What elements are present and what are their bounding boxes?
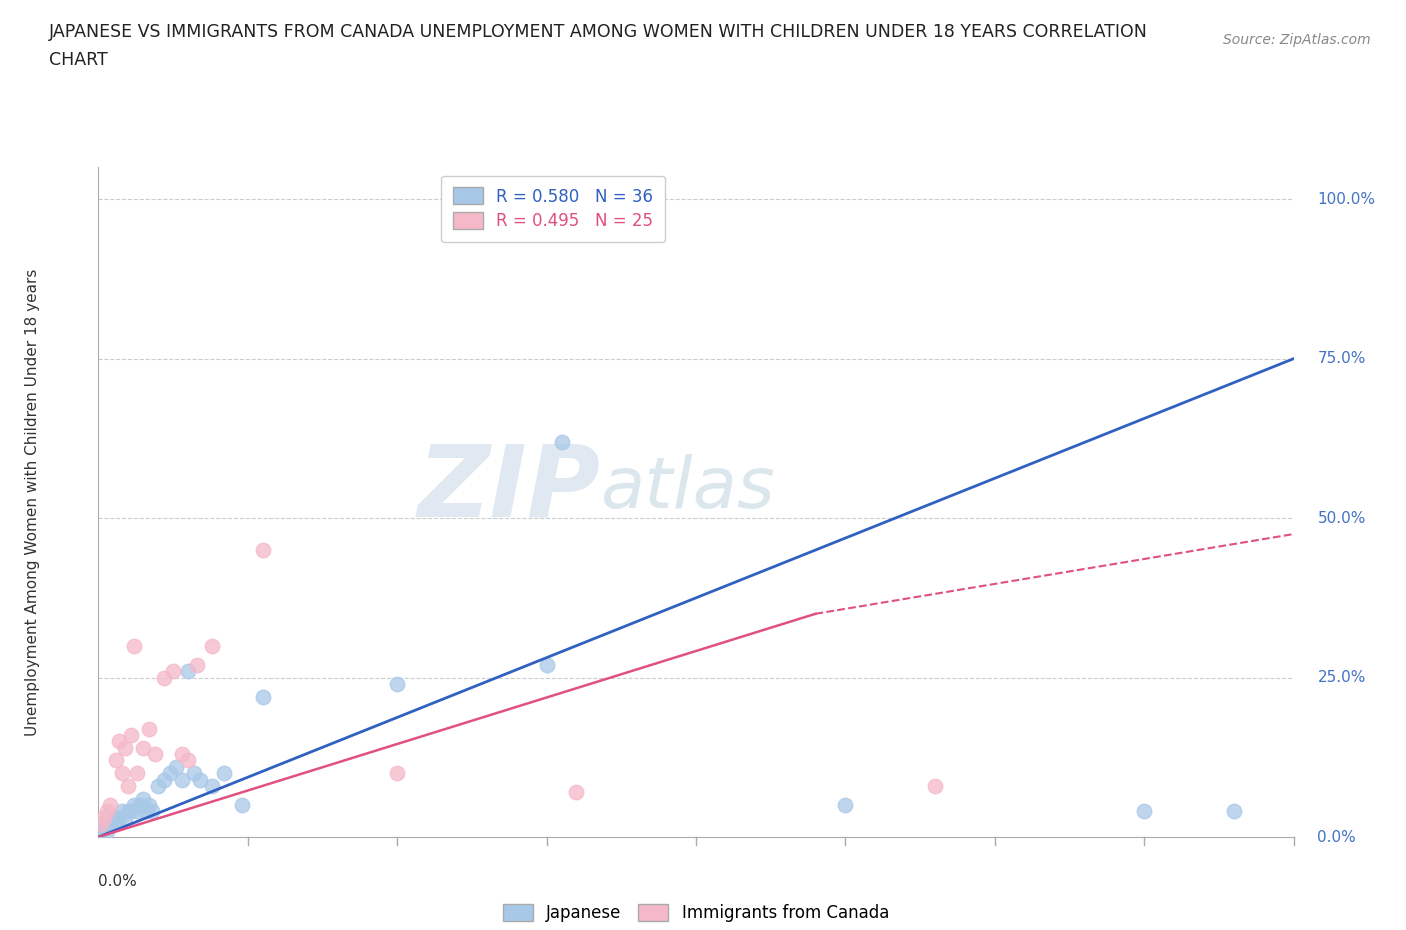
Point <box>141 804 163 819</box>
Text: 0.0%: 0.0% <box>98 874 138 889</box>
Point <box>153 671 176 685</box>
Point <box>177 753 200 768</box>
Point <box>117 778 139 793</box>
Point <box>132 791 155 806</box>
Point <box>201 778 224 793</box>
Point <box>153 772 176 787</box>
Text: CHART: CHART <box>49 51 108 69</box>
Point <box>90 823 112 838</box>
Point <box>105 810 128 825</box>
Point <box>162 664 184 679</box>
Point <box>565 785 588 800</box>
Point <box>138 798 160 813</box>
Point <box>124 638 146 653</box>
Point <box>120 804 142 819</box>
Point <box>550 434 572 449</box>
Text: 50.0%: 50.0% <box>1317 511 1365 525</box>
Text: 0.0%: 0.0% <box>1317 830 1357 844</box>
Point <box>93 817 115 831</box>
Point <box>385 765 409 780</box>
Text: 100.0%: 100.0% <box>1317 192 1375 206</box>
Point <box>103 817 125 831</box>
Point <box>111 765 134 780</box>
Text: 75.0%: 75.0% <box>1317 352 1365 366</box>
Point <box>148 778 170 793</box>
Point <box>108 810 131 825</box>
Point <box>98 798 122 813</box>
Point <box>252 542 274 557</box>
Point <box>536 658 558 672</box>
Text: Unemployment Among Women with Children Under 18 years: Unemployment Among Women with Children U… <box>25 269 41 736</box>
Point <box>188 772 211 787</box>
Legend: Japanese, Immigrants from Canada: Japanese, Immigrants from Canada <box>491 892 901 930</box>
Point <box>127 804 149 819</box>
Point <box>132 740 155 755</box>
Point <box>111 804 134 819</box>
Text: 25.0%: 25.0% <box>1317 671 1365 685</box>
Point <box>143 747 166 762</box>
Point <box>90 817 112 831</box>
Point <box>129 798 152 813</box>
Point <box>114 740 136 755</box>
Point <box>924 778 946 793</box>
Point <box>135 804 157 819</box>
Point <box>1223 804 1246 819</box>
Point <box>183 765 205 780</box>
Point <box>138 721 160 736</box>
Text: JAPANESE VS IMMIGRANTS FROM CANADA UNEMPLOYMENT AMONG WOMEN WITH CHILDREN UNDER : JAPANESE VS IMMIGRANTS FROM CANADA UNEMP… <box>49 23 1149 41</box>
Point <box>96 823 118 838</box>
Text: ZIP: ZIP <box>418 440 600 538</box>
Point <box>105 753 128 768</box>
Point <box>114 810 136 825</box>
Point <box>98 817 122 831</box>
Point <box>252 689 274 704</box>
Text: Source: ZipAtlas.com: Source: ZipAtlas.com <box>1223 33 1371 46</box>
Point <box>120 727 142 742</box>
Point <box>1133 804 1156 819</box>
Point <box>93 810 115 825</box>
Point <box>834 798 856 813</box>
Point <box>127 765 149 780</box>
Point <box>96 804 118 819</box>
Point <box>186 658 208 672</box>
Point <box>385 676 409 691</box>
Point <box>165 760 187 775</box>
Point <box>201 638 224 653</box>
Point <box>212 765 235 780</box>
Point <box>177 664 200 679</box>
Text: atlas: atlas <box>600 455 775 524</box>
Point <box>108 734 131 749</box>
Point <box>172 747 194 762</box>
Point <box>231 798 253 813</box>
Point <box>159 765 181 780</box>
Point <box>124 798 146 813</box>
Point <box>172 772 194 787</box>
Point <box>117 804 139 819</box>
